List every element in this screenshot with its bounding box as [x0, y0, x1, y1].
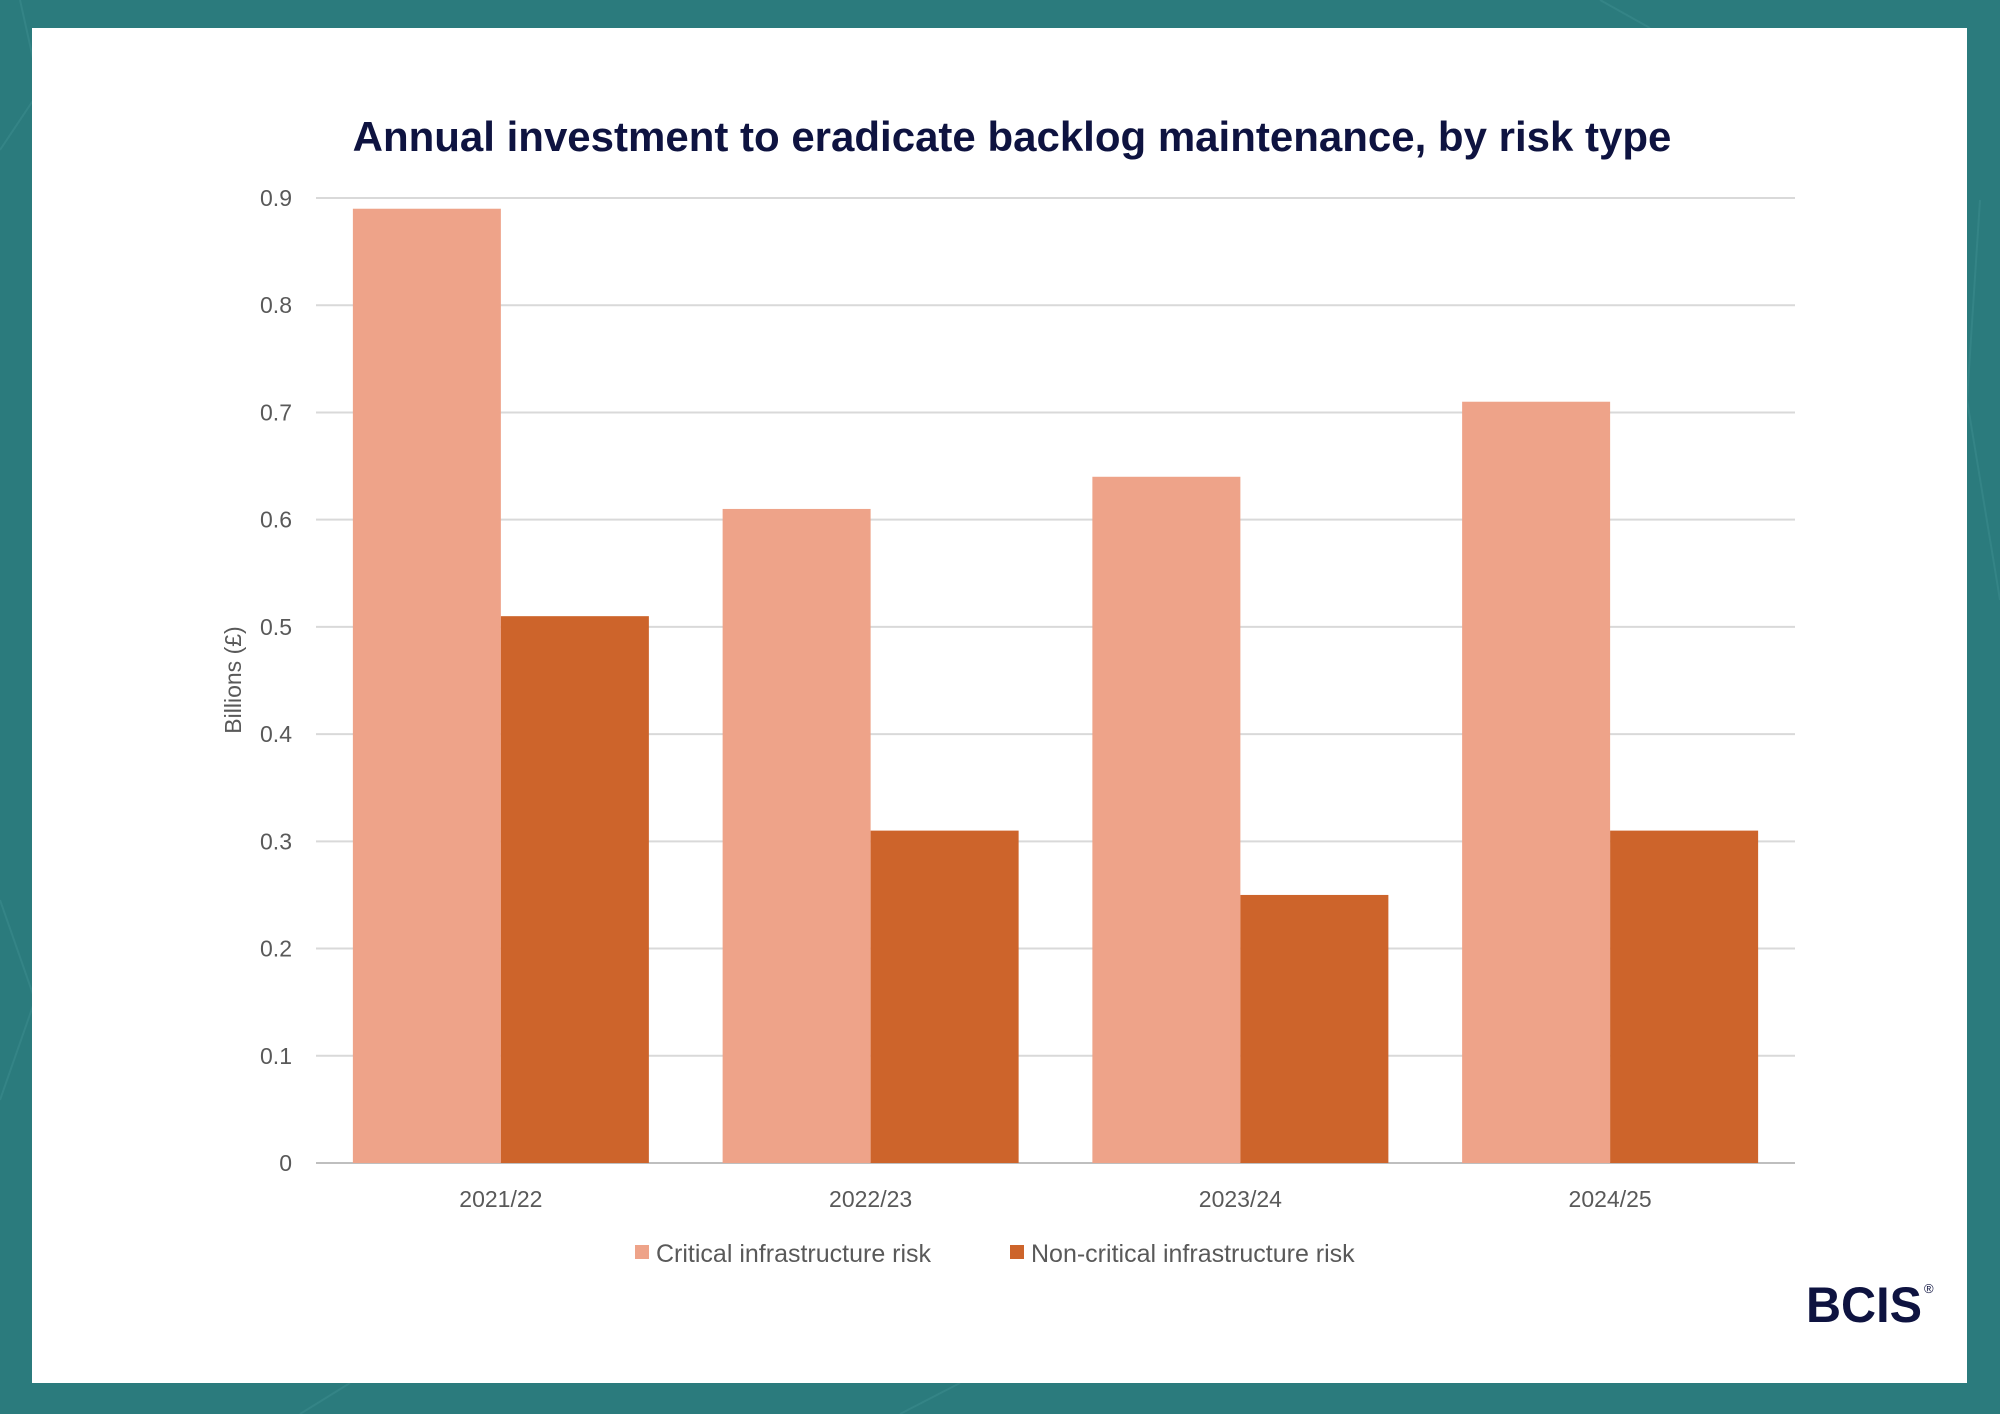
x-tick-label: 2021/22: [459, 1186, 542, 1212]
legend-swatch: [1010, 1245, 1024, 1259]
bar-critical-2024-25: [1462, 401, 1611, 1163]
logo-registered-mark: ®: [1924, 1281, 1934, 1296]
legend-swatch: [635, 1245, 649, 1259]
x-tick-label: 2024/25: [1569, 1186, 1652, 1212]
y-tick-label: 0.5: [260, 614, 292, 640]
y-tick-label: 0: [279, 1150, 292, 1176]
bar-non-critical-2023-24: [1240, 894, 1389, 1163]
bcis-logo: BCIS ®: [1806, 1277, 1934, 1333]
legend-label: Non-critical infrastructure risk: [1031, 1240, 1355, 1268]
bars: [352, 208, 1759, 1163]
y-tick-label: 0.4: [260, 721, 292, 747]
x-tick-label: 2023/24: [1199, 1186, 1282, 1212]
x-tick-label: 2022/23: [829, 1186, 912, 1212]
y-tick-label: 0.1: [260, 1043, 292, 1069]
y-tick-label: 0.3: [260, 828, 292, 854]
x-axis-ticks: 2021/22 2022/23 2023/24 2024/25: [459, 1186, 1651, 1212]
y-tick-label: 0.2: [260, 936, 292, 962]
logo-text: BCIS: [1806, 1277, 1922, 1333]
chart-title: Annual investment to eradicate backlog m…: [353, 113, 1672, 160]
legend-label: Critical infrastructure risk: [656, 1240, 932, 1268]
y-tick-label: 0.7: [260, 399, 292, 425]
y-tick-label: 0.8: [260, 292, 292, 318]
legend: Critical infrastructure risk Non-critical…: [635, 1240, 1355, 1268]
bar-critical-2022-23: [722, 508, 871, 1163]
bar-non-critical-2022-23: [870, 830, 1019, 1163]
y-tick-label: 0.9: [260, 185, 292, 211]
y-tick-label: 0.6: [260, 507, 292, 533]
y-axis-label: Billions (£): [220, 626, 246, 733]
chart-card: [32, 28, 1967, 1383]
y-axis-ticks: 0 0.1 0.2 0.3 0.4 0.5 0.6 0.7 0.8 0.9: [260, 185, 292, 1176]
bar-critical-2023-24: [1092, 476, 1241, 1163]
bar-critical-2021-22: [352, 208, 501, 1163]
bar-non-critical-2024-25: [1610, 830, 1759, 1163]
bar-non-critical-2021-22: [500, 616, 649, 1163]
